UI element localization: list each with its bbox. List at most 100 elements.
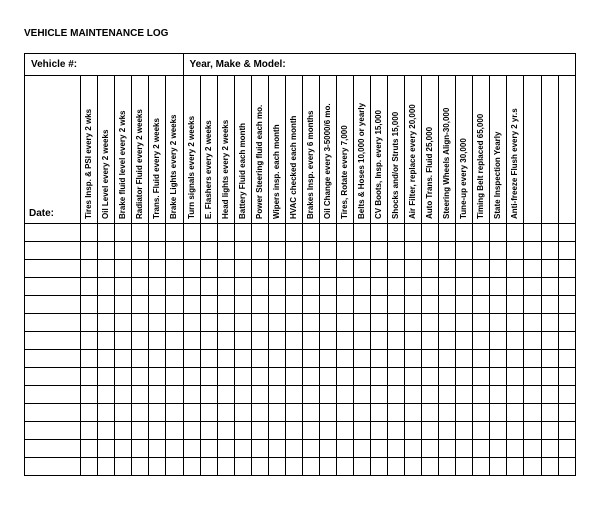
table-row [25,224,576,242]
check-cell [251,314,268,332]
check-cell [524,224,541,242]
check-cell [200,386,217,404]
table-row [25,296,576,314]
check-cell [98,386,115,404]
check-cell [319,224,336,242]
check-cell [353,440,370,458]
check-cell [132,404,149,422]
check-cell [473,278,490,296]
check-cell [183,458,200,476]
check-cell [558,386,575,404]
check-cell [541,422,558,440]
check-cell [422,458,439,476]
check-cell [149,332,166,350]
date-cell [25,332,81,350]
check-cell [132,386,149,404]
check-cell [81,386,98,404]
maintenance-column-header [558,76,575,224]
check-cell [132,314,149,332]
check-cell [149,386,166,404]
check-cell [268,350,285,368]
check-cell [456,440,473,458]
check-cell [115,278,132,296]
check-cell [166,260,183,278]
check-cell [422,224,439,242]
check-cell [422,350,439,368]
maintenance-column-header [541,76,558,224]
check-cell [490,260,507,278]
check-cell [558,350,575,368]
maintenance-column-header: Shocks and/or Struts 15,000 [388,76,405,224]
maintenance-table: Vehicle #:Year, Make & Model:Date:Tires … [24,53,576,476]
check-cell [183,224,200,242]
column-label: Oil Change every 3-5000/6 mo. [324,103,332,219]
check-cell [371,404,388,422]
check-cell [183,296,200,314]
check-cell [490,314,507,332]
check-cell [234,386,251,404]
check-cell [319,314,336,332]
check-cell [285,260,302,278]
check-cell [456,368,473,386]
check-cell [285,404,302,422]
column-label: Shocks and/or Struts 15,000 [392,112,400,219]
check-cell [217,458,234,476]
check-cell [353,422,370,440]
check-cell [200,296,217,314]
check-cell [285,278,302,296]
maintenance-column-header: Wipers insp. each month [268,76,285,224]
column-label: Air Filter, replace every 20,000 [409,104,417,219]
check-cell [490,440,507,458]
check-cell [217,242,234,260]
check-cell [149,458,166,476]
date-cell [25,242,81,260]
check-cell [558,242,575,260]
check-cell [234,368,251,386]
check-cell [336,296,353,314]
check-cell [507,314,524,332]
check-cell [251,386,268,404]
check-cell [149,278,166,296]
check-cell [371,386,388,404]
check-cell [507,368,524,386]
check-cell [507,350,524,368]
check-cell [251,296,268,314]
check-cell [456,386,473,404]
check-cell [251,422,268,440]
check-cell [558,440,575,458]
check-cell [541,350,558,368]
check-cell [507,332,524,350]
check-cell [234,260,251,278]
check-cell [507,404,524,422]
check-cell [558,296,575,314]
check-cell [268,332,285,350]
column-label: State Inspection Yearly [494,132,502,219]
check-cell [319,368,336,386]
check-cell [558,314,575,332]
check-cell [405,296,422,314]
check-cell [422,278,439,296]
column-label: Brake Lights every 2 weeks [170,114,178,219]
check-cell [183,368,200,386]
check-cell [98,404,115,422]
check-cell [81,242,98,260]
date-cell [25,386,81,404]
column-label: Trans. Fluid every 2 weeks [153,118,161,219]
check-cell [98,260,115,278]
check-cell [371,368,388,386]
check-cell [166,242,183,260]
column-label: Battery Fluid each month [239,123,247,219]
check-cell [183,422,200,440]
check-cell [234,404,251,422]
check-cell [217,332,234,350]
column-label: Turn signals every 2 weeks [188,116,196,219]
check-cell [507,422,524,440]
check-cell [524,458,541,476]
table-row [25,404,576,422]
check-cell [558,458,575,476]
table-row [25,314,576,332]
check-cell [405,440,422,458]
check-cell [405,332,422,350]
check-cell [234,224,251,242]
maintenance-column-header: Tires, Rotate every 7,000 [336,76,353,224]
